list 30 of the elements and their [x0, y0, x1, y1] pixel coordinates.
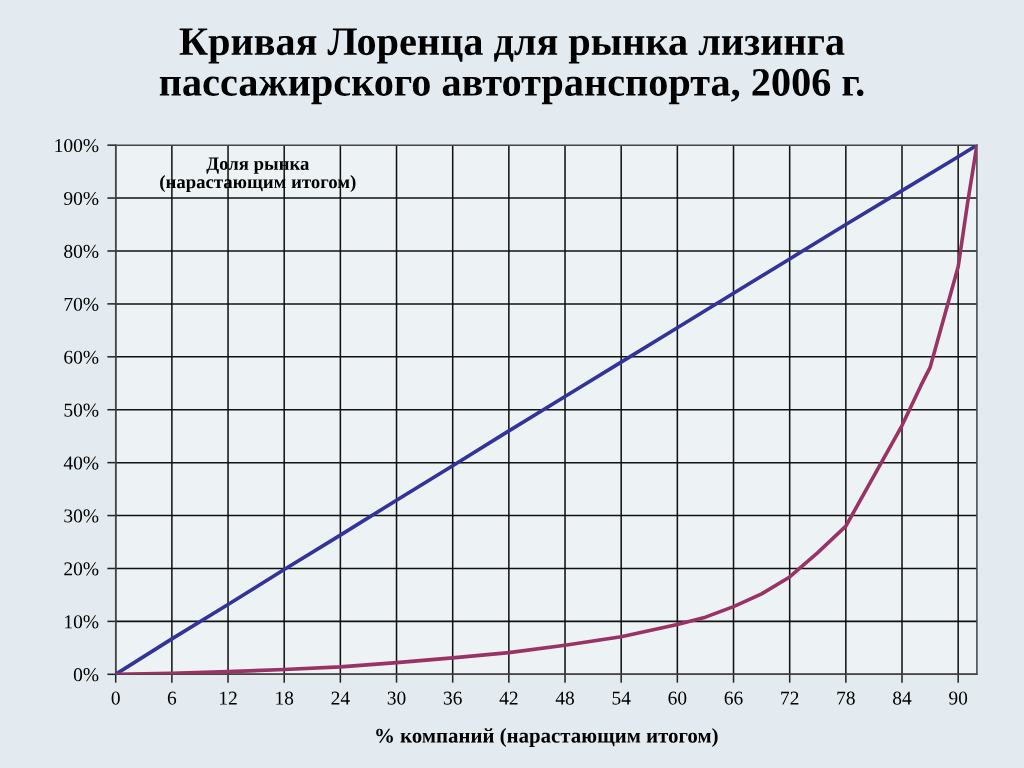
- x-tick-label: 18: [276, 691, 294, 705]
- y-tick-label: 0%: [73, 668, 99, 682]
- y-tick-label: 40%: [63, 456, 99, 470]
- y-tick-label: 80%: [64, 244, 99, 258]
- line-series: [115, 145, 977, 675]
- x-tick-label: 12: [220, 691, 237, 705]
- y-tick-label: 20%: [64, 562, 99, 576]
- x-tick-label: 0: [111, 691, 120, 705]
- chart-title: Кривая Лоренца для рынка лизинга пассажирского автотранспорта, 2006 г.: [159, 28, 864, 105]
- x-tick-label: 48: [555, 691, 575, 705]
- x-tick-label: 36: [443, 691, 462, 705]
- x-tick-label: 84: [893, 691, 912, 705]
- x-tick-label: 90: [949, 691, 968, 705]
- y-tick-label: 90%: [64, 191, 99, 206]
- x-tick-label: 42: [499, 691, 518, 705]
- y-tick-label: 100%: [55, 138, 99, 153]
- y-tick-label: 30%: [64, 509, 99, 523]
- x-tick-label: 54: [612, 691, 631, 705]
- y-tick-label: 50%: [64, 403, 99, 417]
- x-tick-label: 24: [331, 691, 350, 705]
- x-tick-label: 72: [781, 691, 799, 705]
- x-tick-label: 6: [167, 691, 177, 705]
- x-tick-label: 78: [837, 691, 855, 705]
- x-tick-label: 66: [724, 691, 743, 705]
- y-tick-label: 60%: [64, 350, 99, 364]
- x-axis-title: % компаний (нарастающим итогом): [376, 728, 718, 747]
- x-tick-label: 30: [387, 691, 406, 705]
- x-tick-label: 60: [668, 691, 687, 705]
- y-tick-label: 10%: [65, 615, 99, 629]
- y-tick-label: 70%: [64, 297, 99, 311]
